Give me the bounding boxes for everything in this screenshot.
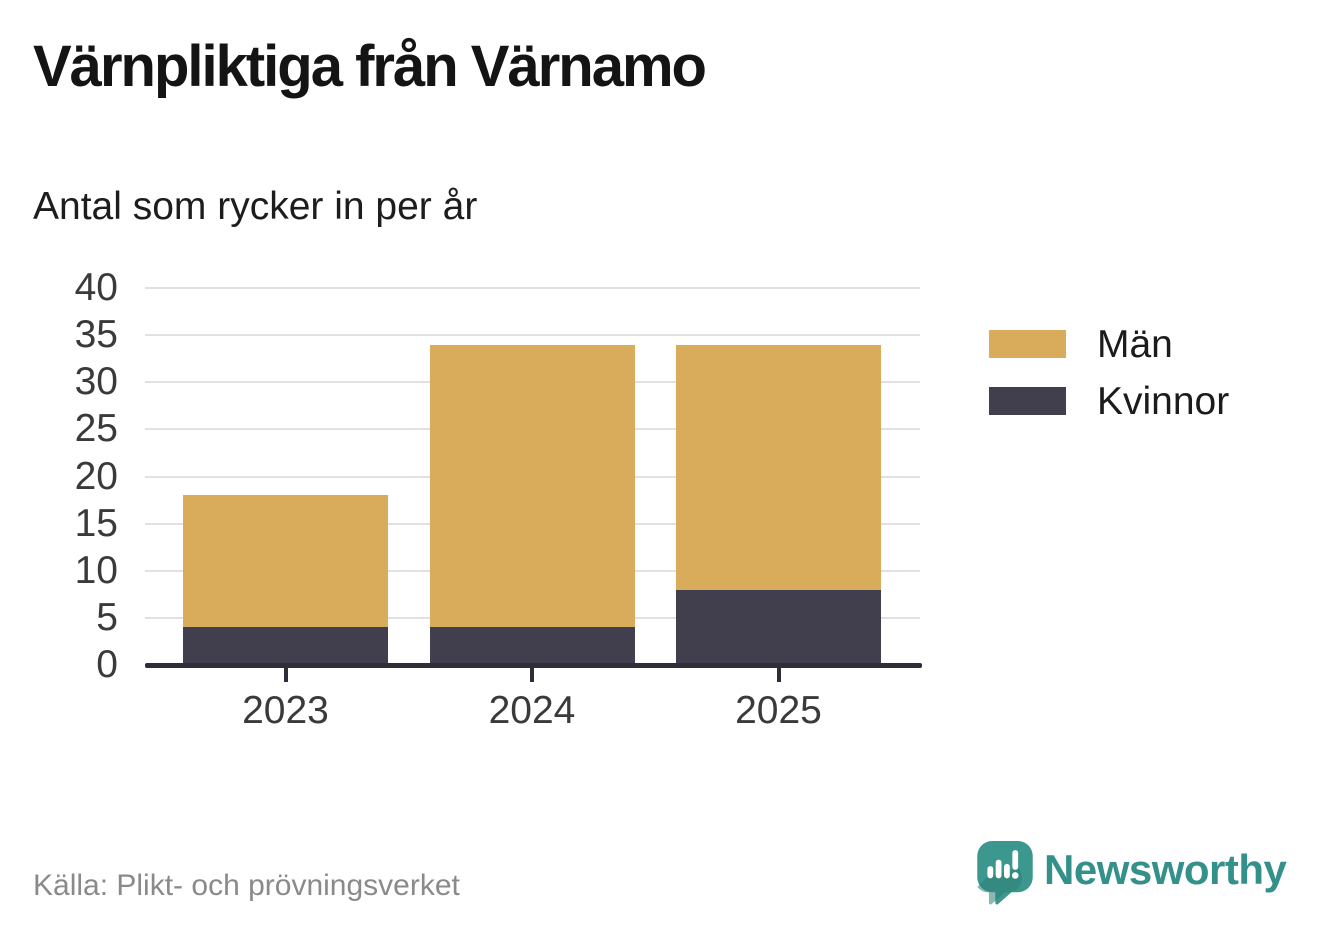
bar-2025-män: [676, 344, 881, 590]
plot-area: [145, 287, 920, 665]
newsworthy-wordmark: Newsworthy: [1044, 846, 1287, 893]
newsworthy-logo: Newsworthy: [977, 841, 1287, 905]
y-tick-label-35: 35: [74, 313, 118, 357]
x-tick-label-2025: 2025: [735, 689, 822, 732]
y-tick-label-30: 30: [74, 360, 118, 404]
bar-2024-män: [429, 344, 635, 628]
legend-item-women: Kvinnor: [989, 382, 1229, 421]
chart-subtitle: Antal som rycker in per år: [33, 185, 478, 228]
bar-2025-kvinnor: [676, 589, 881, 665]
x-tick-2025: [776, 668, 781, 682]
y-tick-label-5: 5: [96, 595, 118, 639]
x-tick-2023: [283, 668, 288, 682]
chart-title: Värnpliktiga från Värnamo: [33, 34, 707, 99]
legend-item-men: Män: [989, 325, 1229, 364]
y-tick-label-0: 0: [96, 643, 118, 686]
gridline-40: [145, 287, 920, 289]
y-tick-label-25: 25: [74, 407, 118, 451]
legend: Män Kvinnor: [989, 325, 1229, 444]
bar-2024-kvinnor: [429, 627, 635, 665]
bar-2023-män: [183, 495, 388, 628]
source-note: Källa: Plikt- och prövningsverket: [33, 869, 460, 902]
legend-label-men: Män: [1097, 322, 1173, 366]
x-tick-label-2024: 2024: [488, 689, 576, 732]
y-tick-label-15: 15: [74, 501, 118, 545]
gridline-35: [145, 334, 920, 337]
x-tick-label-2023: 2023: [242, 689, 329, 732]
legend-swatch-men: [989, 330, 1066, 358]
y-tick-label-20: 20: [74, 454, 118, 498]
x-tick-2024: [530, 668, 534, 682]
bar-2023-kvinnor: [183, 627, 388, 665]
legend-label-women: Kvinnor: [1097, 379, 1230, 423]
x-axis-line: [145, 663, 922, 668]
newsworthy-icon: [977, 841, 1033, 905]
y-tick-label-10: 10: [74, 548, 118, 592]
y-tick-label-40: 40: [74, 266, 118, 309]
legend-swatch-women: [989, 387, 1066, 415]
